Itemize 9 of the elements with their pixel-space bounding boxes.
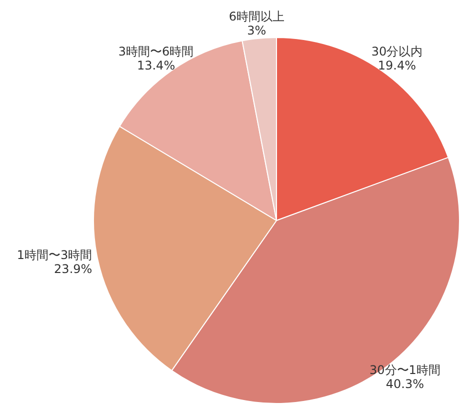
data-label: 40.3%: [386, 377, 424, 392]
slice-label: 3時間〜6時間: [118, 44, 194, 58]
data-label: 23.9%: [54, 262, 92, 276]
data-label: 19.4%: [378, 58, 416, 72]
slice-label: 6時間以上: [228, 10, 285, 24]
data-label: 13.4%: [136, 58, 176, 72]
slice-label: 30分以内: [371, 44, 423, 58]
slice-label: 1時間〜3時間: [16, 248, 92, 262]
data-label: 3%: [247, 24, 266, 38]
